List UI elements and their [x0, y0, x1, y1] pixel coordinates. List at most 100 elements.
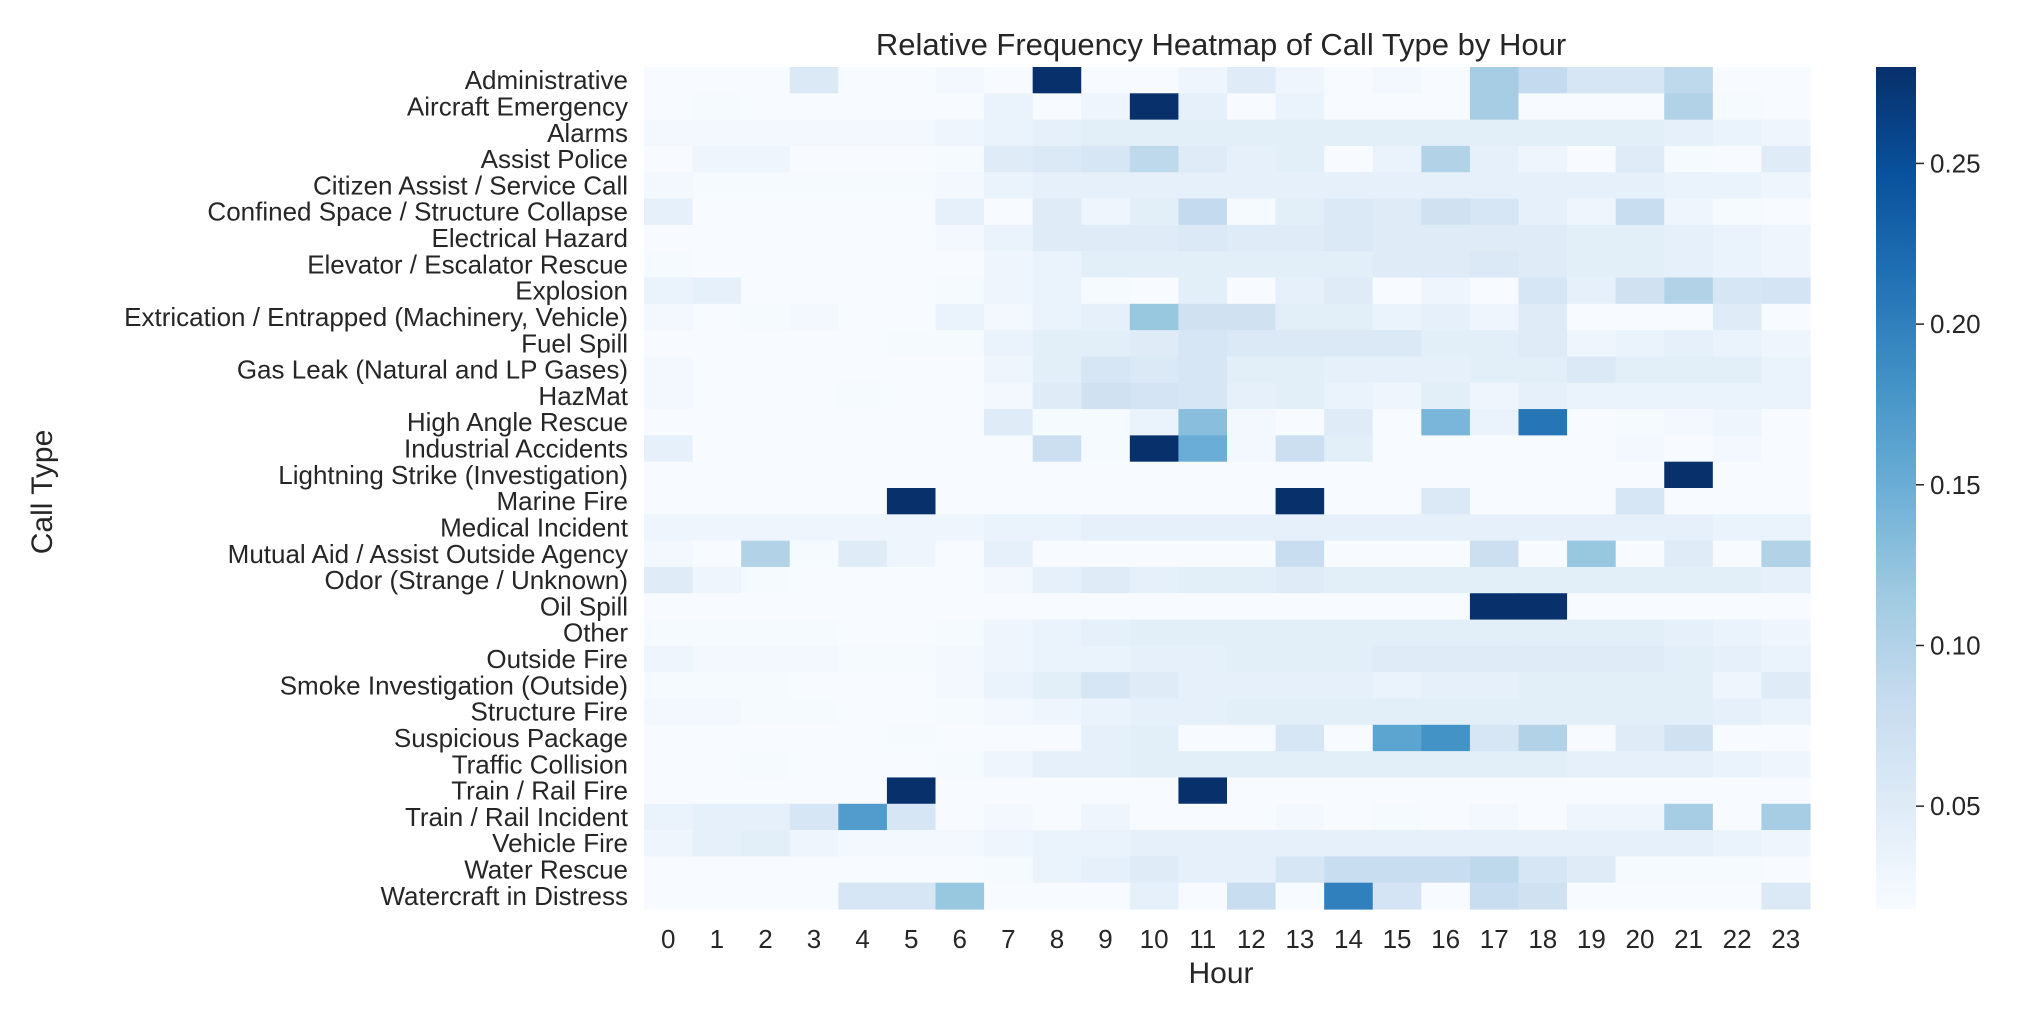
heatmap-cell: [1469, 198, 1520, 226]
heatmap-cell: [1421, 777, 1471, 805]
heatmap-cell: [935, 698, 985, 726]
heatmap-cell: [741, 882, 791, 910]
heatmap-cell: [1032, 540, 1082, 568]
heatmap-cell: [1275, 751, 1325, 779]
heatmap-cell: [1761, 698, 1811, 726]
heatmap-cell: [644, 698, 694, 726]
heatmap-cell: [1469, 461, 1520, 489]
heatmap-cell: [1421, 409, 1471, 436]
heatmap-cell: [1469, 830, 1520, 857]
heatmap-cell: [1372, 803, 1422, 831]
heatmap-cell: [935, 67, 985, 94]
heatmap-cell: [1712, 593, 1763, 621]
heatmap-cell: [1372, 540, 1422, 568]
heatmap-cell: [1615, 777, 1665, 805]
heatmap-cell: [1178, 119, 1228, 147]
heatmap-cell: [1372, 830, 1422, 857]
heatmap-cell: [935, 172, 985, 200]
heatmap-cell: [1664, 93, 1714, 121]
heatmap-cell: [1761, 251, 1811, 279]
heatmap-cell: [886, 882, 937, 910]
heatmap-cell: [1761, 382, 1811, 410]
heatmap-cell: [1421, 330, 1471, 358]
heatmap-cell: [886, 672, 937, 700]
heatmap-cell: [1712, 856, 1763, 884]
heatmap-cell: [1032, 251, 1082, 279]
x-tick-label: 22: [1723, 924, 1752, 954]
heatmap-cell: [1712, 224, 1763, 252]
heatmap-cell: [1275, 672, 1325, 700]
heatmap-cell: [935, 356, 985, 384]
heatmap-cell: [692, 356, 742, 384]
heatmap-cell: [1615, 145, 1665, 173]
heatmap-cell: [1421, 645, 1471, 673]
heatmap-cell: [1615, 566, 1665, 594]
heatmap-cell: [1275, 119, 1325, 147]
heatmap-cell: [1081, 672, 1131, 700]
heatmap-cell: [741, 224, 791, 252]
x-tick-label: 20: [1625, 924, 1654, 954]
y-tick-label: Elevator / Escalator Rescue: [307, 249, 628, 279]
heatmap-cell: [935, 593, 985, 621]
heatmap-cell: [1567, 540, 1617, 568]
heatmap-cell: [1567, 330, 1617, 358]
heatmap-cell: [1227, 93, 1277, 121]
heatmap-cell: [741, 93, 791, 121]
heatmap-cell: [644, 751, 694, 779]
heatmap-cell: [838, 67, 888, 94]
heatmap-cell: [644, 435, 694, 463]
heatmap-cell: [1469, 277, 1520, 305]
heatmap-cell: [1567, 461, 1617, 489]
heatmap-cell: [1081, 751, 1131, 779]
heatmap-cell: [789, 224, 839, 252]
heatmap-cell: [644, 619, 694, 647]
heatmap-cell: [1615, 409, 1665, 436]
heatmap-cell: [1372, 698, 1422, 726]
heatmap-cell: [1275, 724, 1325, 752]
heatmap-cell: [644, 566, 694, 594]
heatmap-cell: [1324, 198, 1374, 226]
heatmap-cell: [1518, 67, 1568, 94]
heatmap-cell: [984, 461, 1034, 489]
heatmap-cell: [1469, 698, 1520, 726]
heatmap-cell: [935, 198, 985, 226]
heatmap-cell: [1712, 461, 1763, 489]
heatmap-cell: [984, 593, 1034, 621]
heatmap-cell: [1615, 672, 1665, 700]
heatmap-cell: [644, 303, 694, 331]
heatmap-cell: [789, 882, 839, 910]
heatmap-cell: [1227, 172, 1277, 200]
heatmap-cell: [1275, 856, 1325, 884]
heatmap-cell: [1178, 198, 1228, 226]
heatmap-cell: [1081, 488, 1131, 515]
heatmap-cell: [1081, 330, 1131, 358]
heatmap-cell: [1421, 145, 1471, 173]
heatmap-cell: [1227, 645, 1277, 673]
heatmap-cell: [935, 435, 985, 463]
heatmap-cell: [741, 593, 791, 621]
heatmap-cell: [1227, 777, 1277, 805]
heatmap-cell: [886, 330, 937, 358]
heatmap-cell: [984, 435, 1034, 463]
heatmap-cell: [886, 382, 937, 410]
heatmap-cell: [1615, 751, 1665, 779]
heatmap-cell: [1518, 803, 1568, 831]
heatmap-cell: [1324, 435, 1374, 463]
heatmap-cell: [1275, 172, 1325, 200]
heatmap-cell: [1081, 172, 1131, 200]
heatmap-cell: [838, 514, 888, 542]
heatmap-cell: [886, 303, 937, 331]
heatmap-cell: [1518, 303, 1568, 331]
heatmap-cell: [1518, 830, 1568, 857]
heatmap-cell: [1518, 251, 1568, 279]
heatmap-cell: [984, 224, 1034, 252]
heatmap-cell: [984, 251, 1034, 279]
heatmap-cell: [1664, 330, 1714, 358]
heatmap-cell: [741, 356, 791, 384]
heatmap-cell: [789, 277, 839, 305]
heatmap-cell: [1032, 461, 1082, 489]
heatmap-cell: [1372, 593, 1422, 621]
heatmap-cell: [1372, 514, 1422, 542]
heatmap-cell: [1567, 619, 1617, 647]
heatmap-cell: [1178, 882, 1228, 910]
